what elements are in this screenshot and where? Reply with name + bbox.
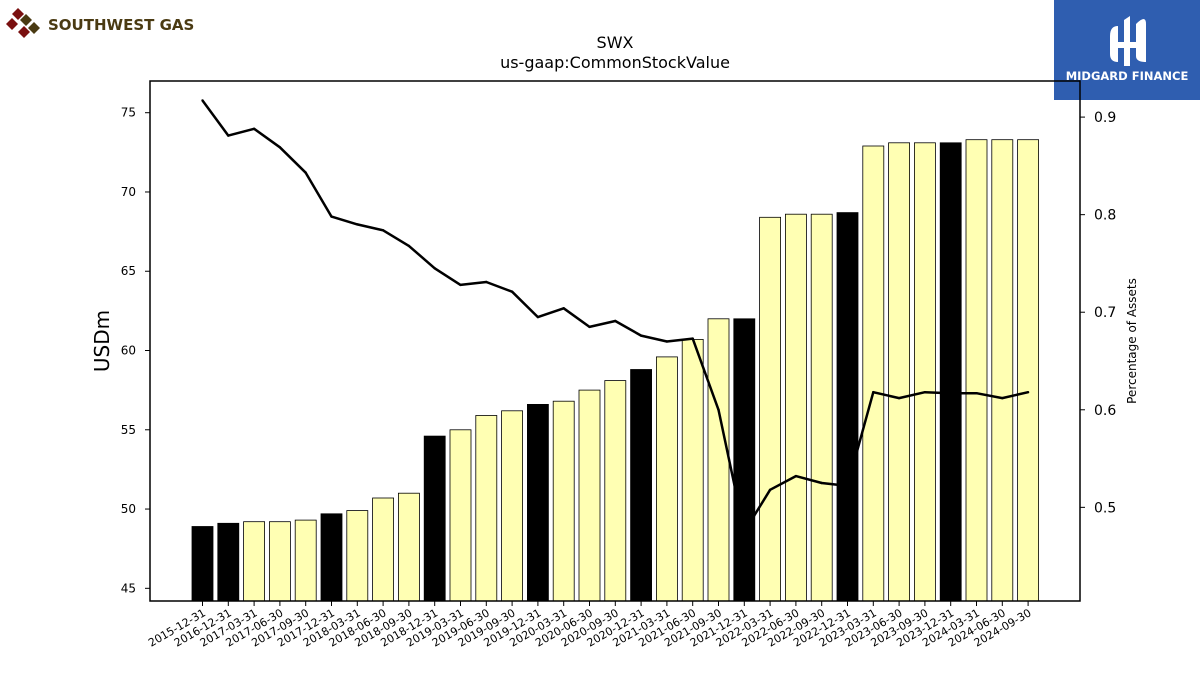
ratio-point-2021-09-30	[717, 408, 720, 411]
bar-2023-03-31	[862, 145, 885, 602]
ratio-point-2022-09-30	[820, 481, 823, 485]
bar-2021-09-30	[707, 318, 730, 602]
y2-tick-label: 0.6	[1094, 403, 1116, 419]
bar-2022-12-31	[836, 212, 859, 602]
y-tick-label: 50	[121, 502, 136, 516]
y2-tick-label: 0.5	[1094, 500, 1116, 516]
y-tick-label: 60	[121, 344, 136, 358]
ratio-point-2018-03-31	[356, 223, 359, 226]
ratio-point-2024-03-31	[975, 392, 978, 395]
ratio-point-2019-06-30	[485, 280, 488, 284]
ratio-point-2023-06-30	[897, 396, 901, 400]
y2-tick-label: 0.9	[1094, 110, 1116, 126]
y-axis-label: USDm	[90, 310, 114, 372]
ratio-point-2020-06-30	[588, 325, 591, 329]
bar-2020-06-30	[578, 389, 601, 602]
chart-subtitle: us-gaap:CommonStockValue	[500, 53, 730, 72]
y2-tick-label: 0.7	[1094, 305, 1116, 321]
ratio-point-2018-06-30	[381, 229, 385, 232]
ratio-point-2019-12-31	[536, 315, 540, 319]
y-axis-right: 0.5 0.6 0.7 0.8 0.9	[1080, 110, 1116, 516]
ratio-point-2024-09-30	[1026, 391, 1030, 394]
ratio-point-2018-12-31	[433, 267, 436, 270]
ratio-point-2020-09-30	[614, 319, 617, 323]
ratio-point-2017-09-30	[304, 171, 307, 174]
y-tick-label: 75	[121, 106, 136, 120]
bar-2023-06-30	[888, 142, 910, 602]
bar-series	[191, 139, 1039, 602]
ratio-point-2017-06-30	[278, 146, 282, 149]
ratio-point-2020-03-31	[562, 307, 565, 310]
bar-2019-09-30	[501, 410, 524, 602]
bar-2017-12-31	[320, 513, 343, 602]
bar-2016-12-31	[217, 522, 240, 602]
bar-2020-12-31	[630, 369, 652, 602]
ratio-point-2023-03-31	[872, 391, 875, 394]
bar-2018-06-30	[372, 497, 395, 602]
ratio-point-2015-12-31	[201, 99, 204, 102]
y2-axis-label: Percentage of Assets	[1125, 278, 1139, 404]
ratio-point-2016-12-31	[227, 134, 230, 137]
bar-2022-06-30	[785, 213, 807, 602]
ratio-point-2021-06-30	[691, 337, 694, 340]
southwest-gas-mark-icon	[6, 8, 40, 38]
bar-2024-06-30	[991, 139, 1014, 602]
ratio-point-2022-12-31	[846, 484, 849, 488]
bar-2017-09-30	[294, 519, 317, 602]
bar-2024-03-31	[965, 139, 988, 602]
y-tick-label: 55	[121, 423, 136, 437]
ratio-point-2021-12-31	[743, 530, 746, 533]
bar-2015-12-31	[191, 526, 214, 602]
bar-2021-03-31	[656, 356, 678, 602]
ratio-point-2022-06-30	[794, 474, 798, 478]
bar-2022-09-30	[810, 213, 833, 602]
bar-2019-06-30	[475, 415, 498, 602]
y2-tick-label: 0.8	[1094, 208, 1116, 224]
ratio-point-2017-03-31	[252, 127, 256, 130]
ratio-point-2023-12-31	[949, 392, 952, 395]
ratio-point-2017-12-31	[330, 215, 333, 218]
y-tick-label: 70	[121, 185, 136, 199]
ratio-point-2019-03-31	[459, 283, 462, 287]
ratio-point-2019-09-30	[510, 290, 514, 293]
midgard-mark-icon	[1110, 16, 1146, 66]
bar-2023-12-31	[939, 142, 962, 602]
bar-2017-06-30	[268, 521, 291, 602]
y-tick-label: 65	[121, 264, 136, 278]
bar-2021-12-31	[733, 318, 756, 602]
bar-2018-03-31	[346, 510, 369, 602]
bar-2022-03-31	[759, 216, 781, 602]
chart-title: SWX	[597, 33, 634, 52]
bar-2018-09-30	[397, 492, 420, 602]
midgard-finance-wordmark: MIDGARD FINANCE	[1066, 69, 1189, 83]
y-tick-label: 45	[121, 581, 136, 595]
y-axis-left: 45 50 55 60 65 70 75	[121, 106, 150, 595]
x-axis: 2015-12-312016-12-312017-03-312017-06-30…	[146, 601, 1034, 650]
bar-2019-12-31	[527, 403, 549, 602]
bar-2018-12-31	[423, 435, 446, 602]
southwest-gas-wordmark: SOUTHWEST GAS	[48, 16, 194, 34]
bar-2019-03-31	[449, 429, 472, 602]
ratio-point-2024-06-30	[1001, 396, 1004, 400]
bar-2020-09-30	[604, 380, 627, 602]
ratio-line-series	[201, 99, 1030, 533]
southwest-gas-logo: SOUTHWEST GAS	[6, 8, 194, 38]
bar-2021-06-30	[681, 338, 704, 602]
ratio-point-2023-09-30	[923, 391, 927, 394]
ratio-point-2018-09-30	[407, 244, 411, 248]
bar-2020-03-31	[552, 400, 575, 602]
bar-2017-03-31	[243, 521, 266, 602]
ratio-point-2020-12-31	[639, 334, 643, 337]
bar-2024-09-30	[1017, 139, 1039, 602]
ratio-point-2021-03-31	[665, 340, 669, 343]
ratio-point-2022-03-31	[768, 488, 772, 491]
bar-2023-09-30	[914, 142, 936, 602]
midgard-finance-logo: MIDGARD FINANCE	[1054, 0, 1200, 100]
